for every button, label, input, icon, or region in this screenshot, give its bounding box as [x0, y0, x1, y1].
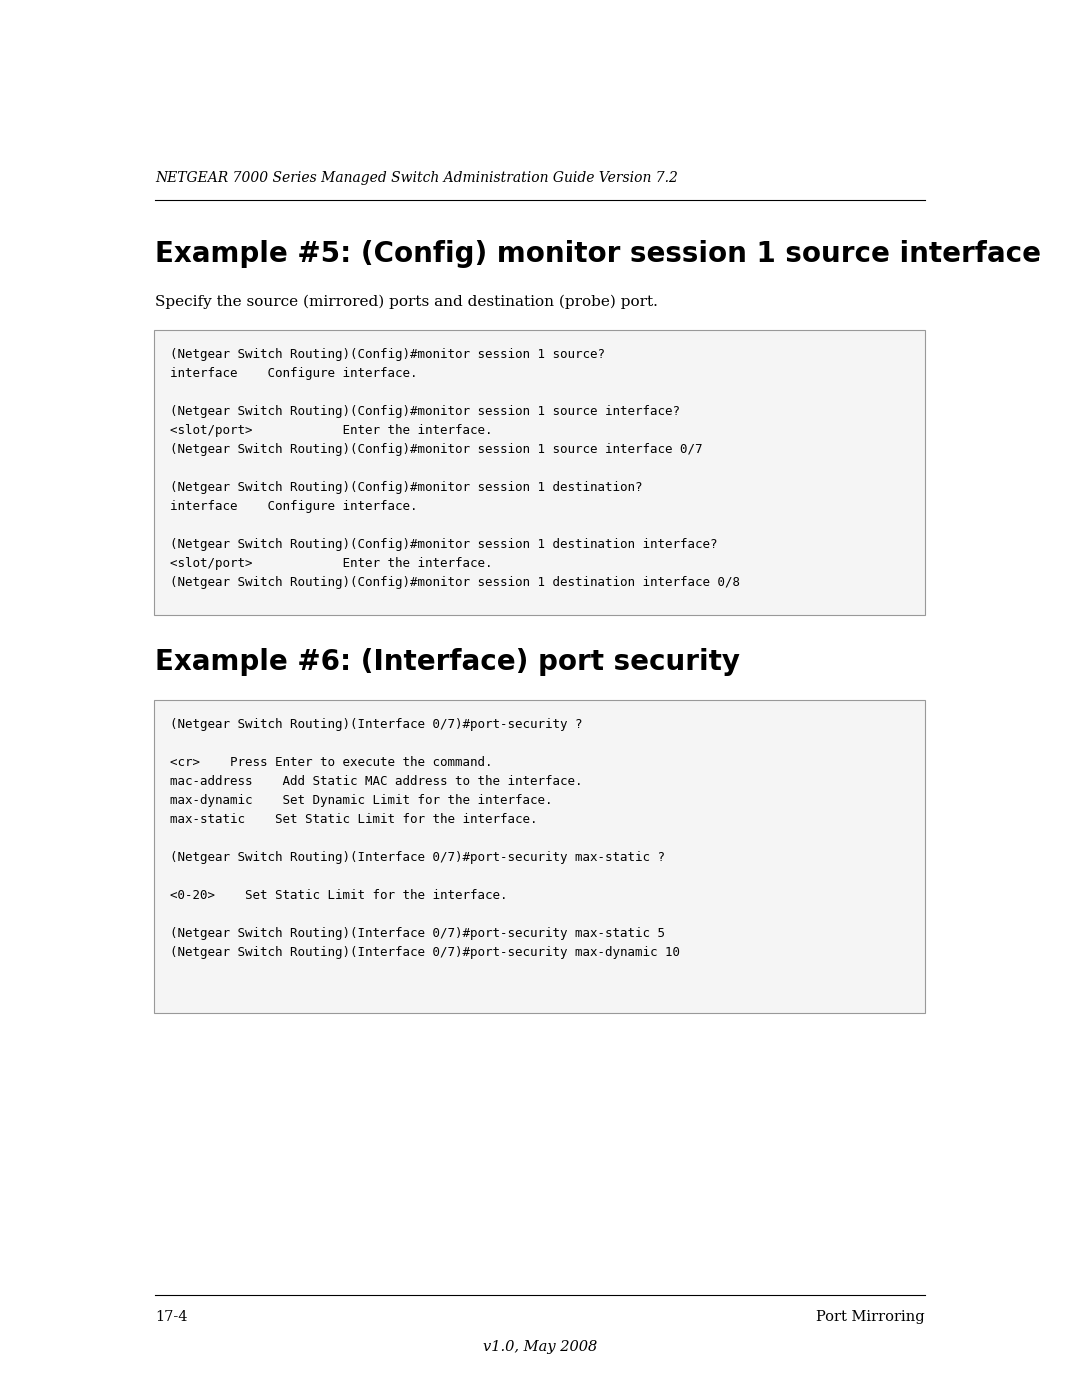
- Text: Port Mirroring: Port Mirroring: [816, 1310, 924, 1324]
- Text: 17-4: 17-4: [156, 1310, 188, 1324]
- Text: Example #6: (Interface) port security: Example #6: (Interface) port security: [156, 648, 740, 676]
- Text: max-static    Set Static Limit for the interface.: max-static Set Static Limit for the inte…: [170, 813, 538, 826]
- Text: mac-address    Add Static MAC address to the interface.: mac-address Add Static MAC address to th…: [170, 775, 582, 788]
- Text: (Netgear Switch Routing)(Config)#monitor session 1 destination interface?: (Netgear Switch Routing)(Config)#monitor…: [170, 538, 717, 550]
- Text: NETGEAR 7000 Series Managed Switch Administration Guide Version 7.2: NETGEAR 7000 Series Managed Switch Admin…: [156, 170, 678, 184]
- Text: (Netgear Switch Routing)(Config)#monitor session 1 source interface?: (Netgear Switch Routing)(Config)#monitor…: [170, 405, 680, 418]
- Text: <slot/port>            Enter the interface.: <slot/port> Enter the interface.: [170, 557, 492, 570]
- Bar: [154, 700, 924, 1013]
- Text: <0-20>    Set Static Limit for the interface.: <0-20> Set Static Limit for the interfac…: [170, 888, 508, 902]
- Text: Example #5: (Config) monitor session 1 source interface: Example #5: (Config) monitor session 1 s…: [156, 240, 1041, 268]
- Text: (Netgear Switch Routing)(Config)#monitor session 1 destination?: (Netgear Switch Routing)(Config)#monitor…: [170, 481, 643, 495]
- Text: interface    Configure interface.: interface Configure interface.: [170, 367, 418, 380]
- Text: (Netgear Switch Routing)(Interface 0/7)#port-security ?: (Netgear Switch Routing)(Interface 0/7)#…: [170, 718, 582, 731]
- Text: v1.0, May 2008: v1.0, May 2008: [483, 1340, 597, 1354]
- Text: <cr>    Press Enter to execute the command.: <cr> Press Enter to execute the command.: [170, 756, 492, 768]
- Text: (Netgear Switch Routing)(Config)#monitor session 1 destination interface 0/8: (Netgear Switch Routing)(Config)#monitor…: [170, 576, 740, 590]
- Text: (Netgear Switch Routing)(Config)#monitor session 1 source interface 0/7: (Netgear Switch Routing)(Config)#monitor…: [170, 443, 702, 455]
- Text: (Netgear Switch Routing)(Interface 0/7)#port-security max-dynamic 10: (Netgear Switch Routing)(Interface 0/7)#…: [170, 946, 680, 958]
- Text: interface    Configure interface.: interface Configure interface.: [170, 500, 418, 513]
- Text: (Netgear Switch Routing)(Config)#monitor session 1 source?: (Netgear Switch Routing)(Config)#monitor…: [170, 348, 605, 360]
- Text: (Netgear Switch Routing)(Interface 0/7)#port-security max-static ?: (Netgear Switch Routing)(Interface 0/7)#…: [170, 851, 665, 863]
- Text: Specify the source (mirrored) ports and destination (probe) port.: Specify the source (mirrored) ports and …: [156, 295, 658, 309]
- Bar: [154, 330, 924, 615]
- Text: <slot/port>            Enter the interface.: <slot/port> Enter the interface.: [170, 425, 492, 437]
- Text: max-dynamic    Set Dynamic Limit for the interface.: max-dynamic Set Dynamic Limit for the in…: [170, 793, 553, 807]
- Text: (Netgear Switch Routing)(Interface 0/7)#port-security max-static 5: (Netgear Switch Routing)(Interface 0/7)#…: [170, 928, 665, 940]
